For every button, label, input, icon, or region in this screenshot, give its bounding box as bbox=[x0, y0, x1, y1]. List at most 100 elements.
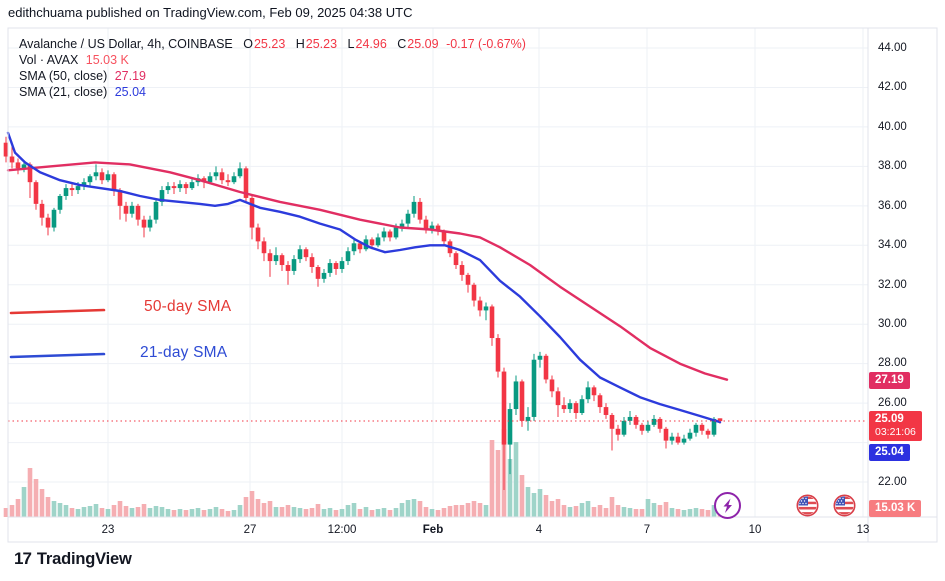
volume-bar bbox=[315, 504, 321, 517]
candle-body bbox=[699, 424, 705, 431]
us-flag-event-icon[interactable] bbox=[796, 494, 819, 517]
candle-body bbox=[105, 174, 111, 181]
candle-body bbox=[9, 156, 15, 163]
volume-bar bbox=[471, 501, 477, 517]
ohlc-low-label: L bbox=[347, 37, 355, 51]
volume-bar bbox=[435, 510, 441, 517]
candle-body bbox=[603, 407, 609, 415]
volume-bar bbox=[69, 508, 75, 517]
candle-body bbox=[483, 306, 489, 311]
volume-bar bbox=[15, 499, 21, 517]
volume-bar bbox=[39, 489, 45, 517]
volume-bar bbox=[303, 509, 309, 517]
candle-body bbox=[45, 217, 51, 228]
volume-bar bbox=[555, 499, 561, 517]
candle-body bbox=[123, 205, 129, 214]
volume-bar bbox=[183, 510, 189, 517]
candle-body bbox=[327, 263, 333, 273]
volume-bar bbox=[99, 508, 105, 517]
sma50-axis-badge: 27.19 bbox=[869, 372, 910, 389]
price-axis-label: 34.00 bbox=[878, 239, 907, 251]
candle-body bbox=[351, 243, 357, 252]
volume-bar bbox=[705, 510, 711, 517]
volume-bar bbox=[213, 507, 219, 517]
candle-body bbox=[153, 201, 159, 220]
us-flag-event-icon[interactable] bbox=[833, 494, 856, 517]
candle-body bbox=[321, 272, 327, 279]
volume-bar bbox=[669, 508, 675, 517]
candle-body bbox=[51, 209, 57, 228]
volume-bar bbox=[153, 506, 159, 517]
volume-bar bbox=[243, 497, 249, 517]
candle-body bbox=[99, 172, 105, 181]
ohlc-close-label: C bbox=[397, 37, 407, 51]
volume-bar bbox=[135, 507, 141, 517]
candle-body bbox=[471, 284, 477, 301]
volume-bar bbox=[429, 509, 435, 517]
volume-bar bbox=[681, 510, 687, 517]
volume-bar bbox=[255, 499, 261, 517]
flash-idea-icon[interactable] bbox=[712, 490, 743, 521]
candle-body bbox=[687, 432, 693, 439]
candle-body bbox=[579, 399, 585, 414]
legend-sma50-row[interactable]: SMA (50, close) 27.19 bbox=[19, 69, 146, 83]
candle-body bbox=[597, 395, 603, 408]
volume-bar bbox=[537, 489, 543, 517]
volume-bar bbox=[615, 505, 621, 517]
volume-bar bbox=[627, 508, 633, 517]
volume-bar bbox=[87, 506, 93, 517]
tradingview-footer-brand[interactable]: 17 TradingView bbox=[14, 549, 132, 569]
sma21-annotation-text[interactable]: 21-day SMA bbox=[140, 344, 228, 361]
volume-bar bbox=[645, 499, 651, 517]
volume-bar bbox=[45, 497, 51, 517]
candle-body bbox=[375, 237, 381, 246]
21-day-sma-callout bbox=[9, 352, 106, 359]
tradingview-logo-icon: 17 bbox=[14, 549, 32, 568]
volume-bar bbox=[3, 508, 9, 517]
price-axis-label: 40.00 bbox=[878, 121, 907, 133]
ohlc-open-label: O bbox=[243, 37, 253, 51]
candle-body bbox=[459, 265, 465, 275]
candle-body bbox=[225, 180, 231, 183]
volume-bar bbox=[507, 459, 513, 517]
last-price-axis-badge: 25.09 03:21:06 bbox=[869, 411, 922, 441]
candle-body bbox=[285, 265, 291, 271]
candle-body bbox=[291, 259, 297, 271]
volume-bar bbox=[567, 507, 573, 517]
volume-bar bbox=[171, 510, 177, 517]
ohlc-low-value: 24.96 bbox=[355, 37, 387, 51]
price-axis-label: 38.00 bbox=[878, 160, 907, 172]
volume-bar bbox=[633, 509, 639, 517]
candle-body bbox=[279, 255, 285, 266]
legend-sma21-row[interactable]: SMA (21, close) 25.04 bbox=[19, 85, 146, 99]
candle-body bbox=[663, 428, 669, 441]
price-axis-label: 26.00 bbox=[878, 397, 907, 409]
volume-bar bbox=[81, 507, 87, 517]
volume-bar bbox=[393, 508, 399, 517]
volume-bar bbox=[231, 510, 237, 517]
candle-body bbox=[417, 201, 423, 220]
price-axis-label: 44.00 bbox=[878, 42, 907, 54]
sma21-label: SMA (21, close) bbox=[19, 85, 108, 99]
time-axis-label: 13 bbox=[856, 524, 870, 536]
volume-bar bbox=[27, 468, 33, 517]
volume-bar bbox=[591, 507, 597, 517]
symbol-title: Avalanche / US Dollar, 4h, COINBASE bbox=[19, 37, 233, 51]
candle-body bbox=[207, 176, 213, 183]
volume-bar bbox=[549, 501, 555, 517]
price-axis-label: 30.00 bbox=[878, 318, 907, 330]
candle-body bbox=[333, 263, 339, 269]
candle-body bbox=[549, 379, 555, 392]
legend-volume-row[interactable]: Vol · AVAX 15.03 K bbox=[19, 53, 129, 67]
candle-body bbox=[33, 182, 39, 204]
volume-bar bbox=[399, 503, 405, 517]
candle-body bbox=[63, 188, 69, 196]
legend-symbol-row[interactable]: Avalanche / US Dollar, 4h, COINBASE O25.… bbox=[19, 37, 526, 51]
candle-body bbox=[3, 142, 9, 157]
sma50-annotation-text[interactable]: 50-day SMA bbox=[144, 298, 232, 315]
volume-bar bbox=[33, 479, 39, 517]
last-price-value: 25.09 bbox=[875, 413, 904, 425]
candle-body bbox=[243, 168, 249, 198]
